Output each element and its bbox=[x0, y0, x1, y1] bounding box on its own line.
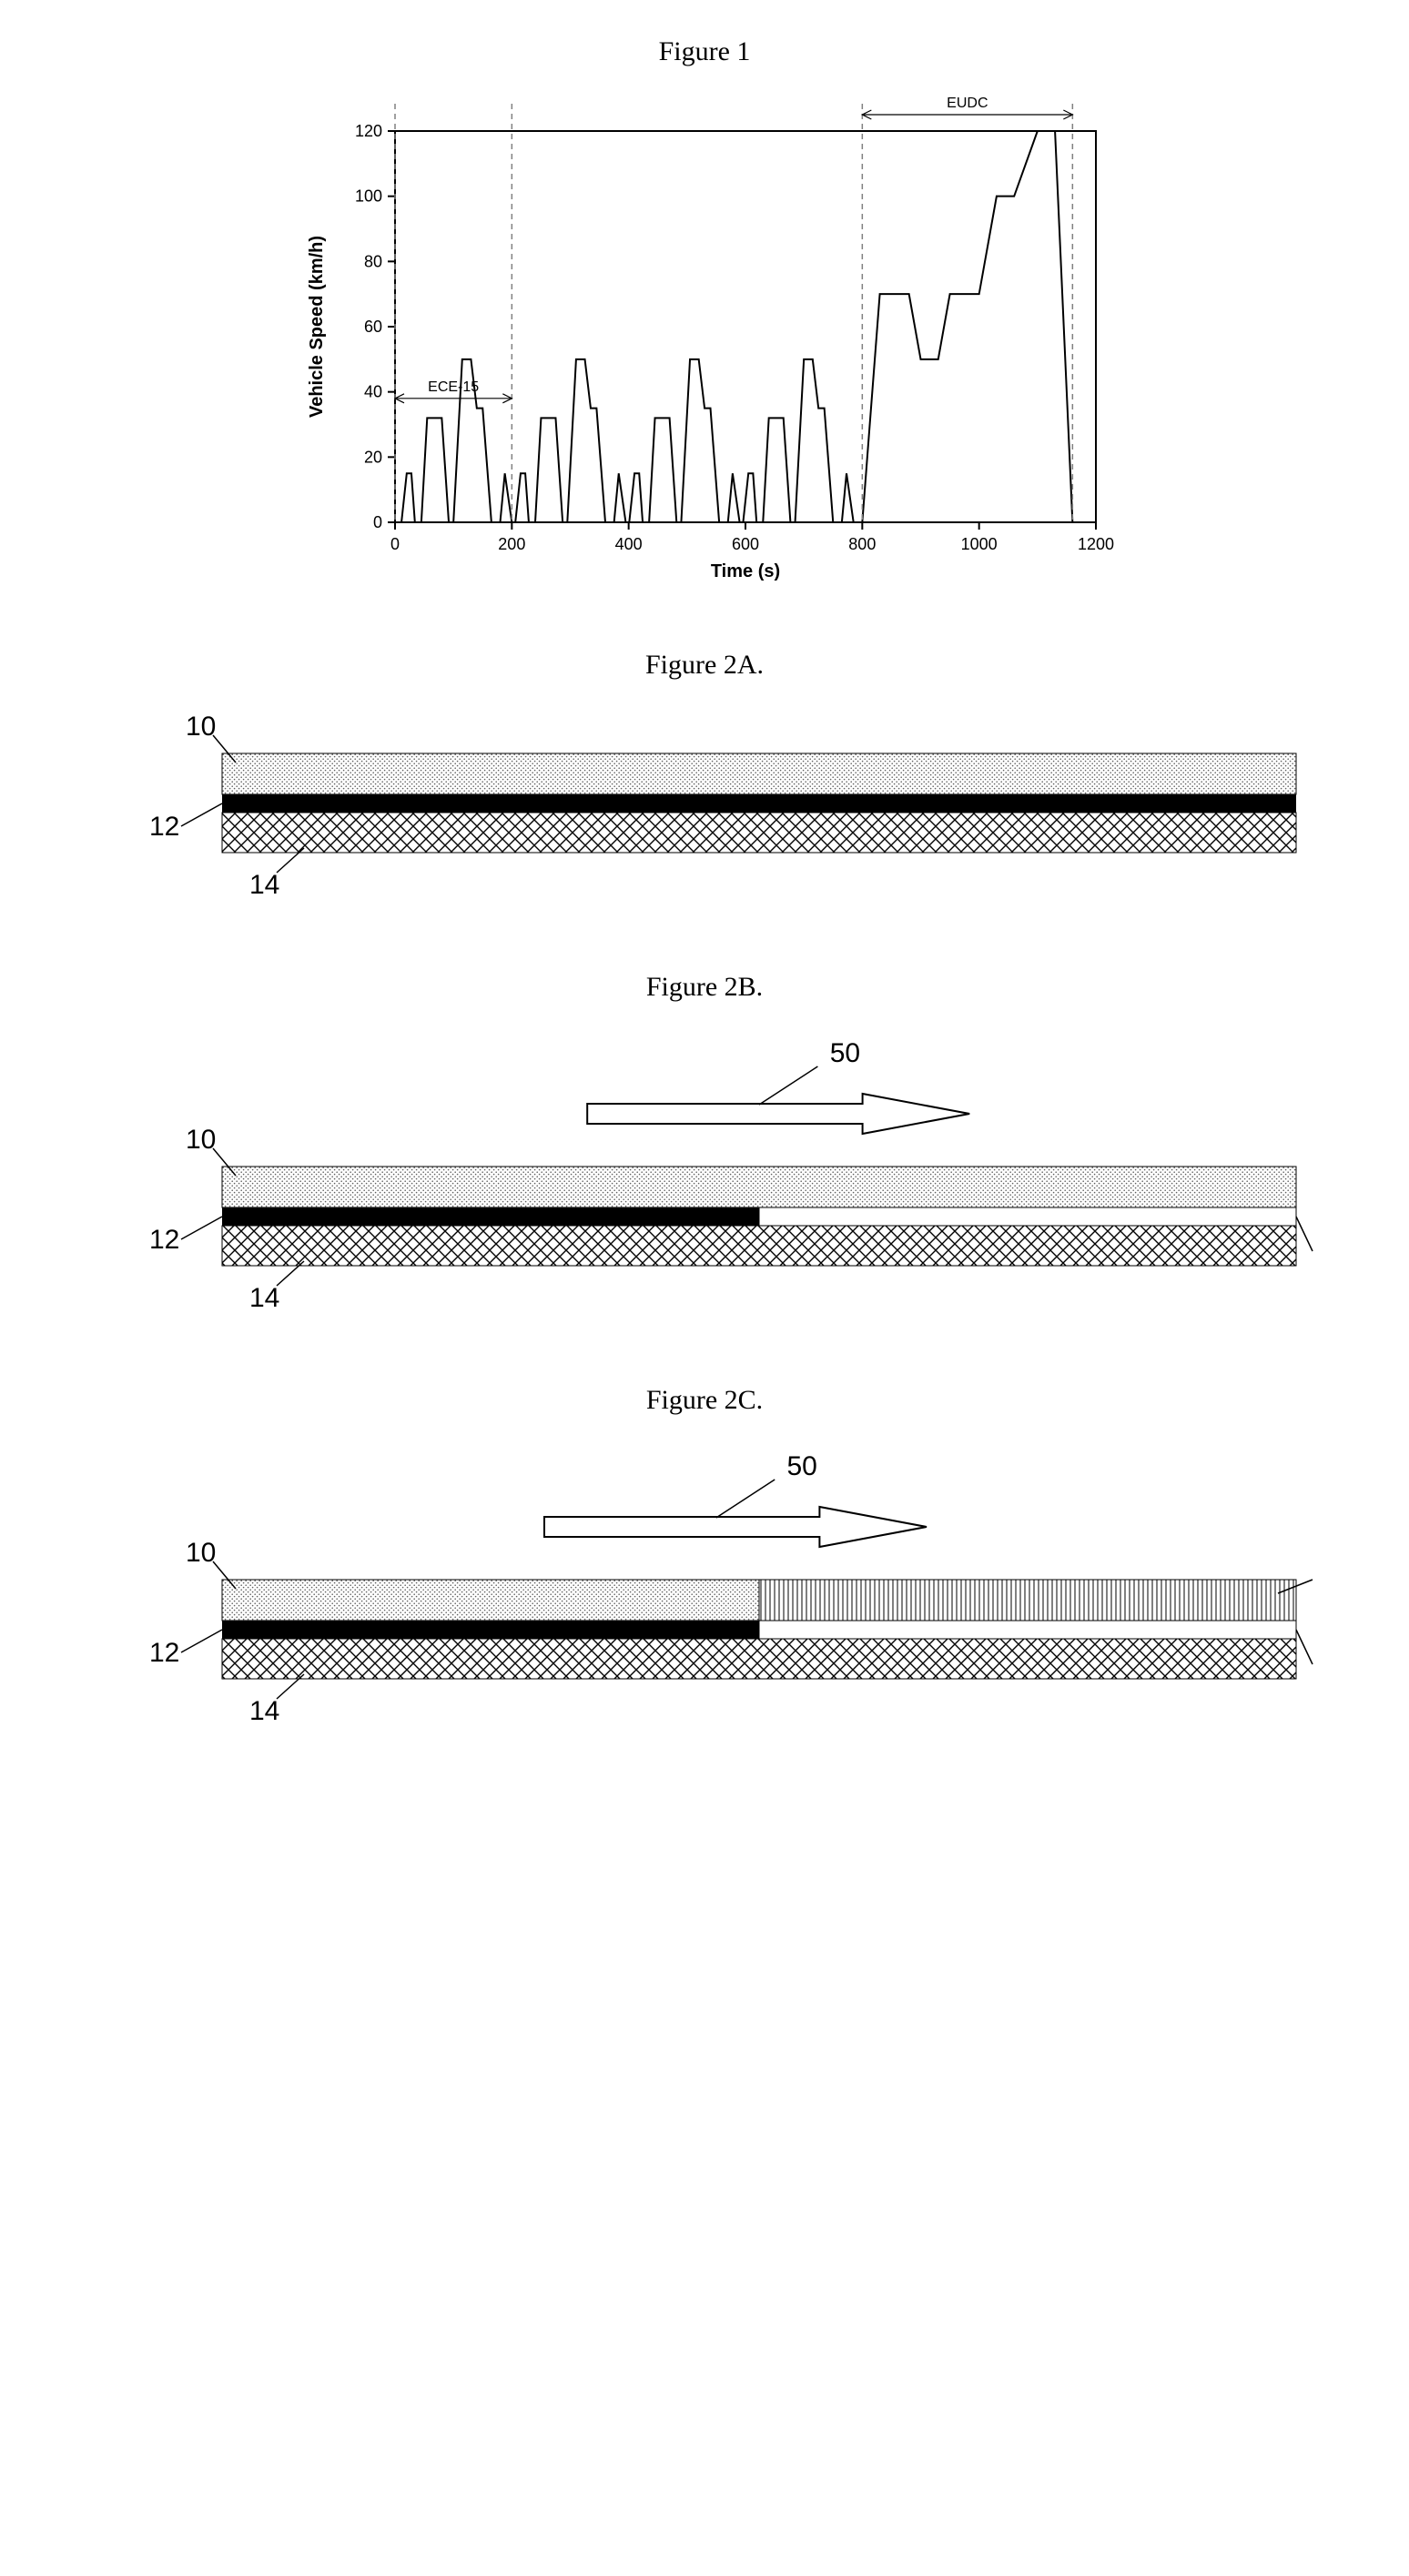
figure1-title: Figure 1 bbox=[0, 36, 1409, 67]
svg-text:20: 20 bbox=[364, 448, 382, 466]
svg-text:600: 600 bbox=[732, 535, 759, 553]
svg-text:40: 40 bbox=[364, 383, 382, 401]
figure2c-title: Figure 2C. bbox=[0, 1385, 1409, 1416]
svg-text:EUDC: EUDC bbox=[947, 96, 988, 111]
svg-text:14: 14 bbox=[249, 870, 279, 900]
svg-text:50: 50 bbox=[830, 1038, 860, 1068]
svg-text:12: 12 bbox=[149, 812, 179, 842]
figure1-chart-wrap: 0 200 400 600 800 1000 1200 0 20 40 60 80 100 120 Time… bbox=[0, 86, 1409, 595]
figure1-chart: 0 200 400 600 800 1000 1200 0 20 40 60 80 100 120 Time… bbox=[286, 86, 1123, 595]
svg-text:100: 100 bbox=[355, 187, 382, 206]
svg-text:1000: 1000 bbox=[961, 535, 998, 553]
svg-text:800: 800 bbox=[848, 535, 876, 553]
svg-text:0: 0 bbox=[390, 535, 400, 553]
svg-text:1200: 1200 bbox=[1078, 535, 1114, 553]
svg-text:14: 14 bbox=[249, 1283, 279, 1313]
svg-text:80: 80 bbox=[364, 252, 382, 270]
figure2b-diagram: 5010121413 bbox=[95, 1021, 1314, 1349]
figure2c-diagram: 501012141113 bbox=[95, 1434, 1314, 1762]
svg-text:120: 120 bbox=[355, 122, 382, 140]
figure2a-title: Figure 2A. bbox=[0, 650, 1409, 681]
svg-text:Vehicle Speed (km/h): Vehicle Speed (km/h) bbox=[307, 236, 327, 418]
svg-text:12: 12 bbox=[149, 1638, 179, 1668]
figure2b-title: Figure 2B. bbox=[0, 972, 1409, 1003]
figure2a-wrap: 10 12 14 bbox=[0, 699, 1409, 935]
svg-text:10: 10 bbox=[186, 712, 216, 742]
figure2a-diagram: 10 12 14 bbox=[95, 699, 1314, 935]
svg-text:12: 12 bbox=[149, 1225, 179, 1255]
svg-text:ECE-15: ECE-15 bbox=[428, 379, 479, 395]
svg-text:10: 10 bbox=[186, 1125, 216, 1155]
svg-text:0: 0 bbox=[373, 513, 382, 531]
svg-text:60: 60 bbox=[364, 318, 382, 336]
svg-text:200: 200 bbox=[498, 535, 525, 553]
svg-text:Time (s): Time (s) bbox=[711, 561, 780, 581]
svg-text:14: 14 bbox=[249, 1696, 279, 1726]
svg-text:50: 50 bbox=[787, 1451, 817, 1481]
svg-text:400: 400 bbox=[615, 535, 643, 553]
figure2b-wrap: 5010121413 bbox=[0, 1021, 1409, 1349]
page: Figure 1 0 200 400 600 800 1000 1200 0 20 40 60 80 1… bbox=[0, 36, 1409, 1762]
figure2c-wrap: 501012141113 bbox=[0, 1434, 1409, 1762]
svg-text:10: 10 bbox=[186, 1538, 216, 1568]
